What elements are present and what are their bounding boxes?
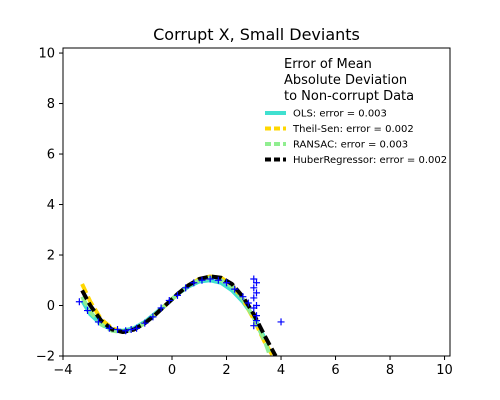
scatter-point — [253, 279, 260, 287]
scatter-point — [253, 289, 260, 297]
scatter-point — [231, 285, 239, 293]
x-axis-ticks: −4 −2 0 2 4 6 8 10 — [53, 356, 453, 378]
scatter-point — [250, 275, 258, 283]
scatter-point — [133, 324, 141, 332]
legend-label-1: Theil-Sen: error = 0.002 — [292, 124, 414, 135]
x-tick-label: 8 — [386, 363, 394, 378]
y-tick-label: −2 — [36, 350, 55, 365]
scatter-point — [250, 322, 258, 330]
scatter-point — [141, 319, 149, 327]
x-tick-label: 0 — [168, 363, 176, 378]
y-tick-label: 4 — [47, 198, 55, 213]
scatter-point — [157, 304, 165, 312]
scatter-point — [250, 294, 258, 302]
legend-label-2: RANSAC: error = 0.003 — [293, 140, 408, 151]
scatter-layer — [75, 275, 285, 335]
y-axis-ticks: −2 0 2 4 6 8 10 — [36, 47, 63, 365]
y-tick-label: 6 — [47, 148, 55, 163]
scatter-point — [173, 291, 181, 299]
legend-title-line-1: Error of Mean — [284, 57, 372, 72]
legend-entries: OLS: error = 0.003 Theil-Sen: error = 0.0… — [265, 109, 447, 166]
x-tick-label: 10 — [436, 363, 453, 378]
scatter-point — [214, 276, 222, 284]
scatter-point — [84, 307, 92, 315]
legend-title-line-2: Absolute Deviation — [284, 73, 407, 88]
legend-label-0: OLS: error = 0.003 — [293, 109, 387, 120]
scatter-point — [165, 296, 173, 304]
scatter-point — [250, 284, 258, 292]
legend: Error of Mean Absolute Deviation to Non-… — [265, 57, 447, 166]
scatter-point — [277, 318, 285, 326]
x-tick-label: −2 — [108, 363, 127, 378]
scatter-point — [253, 317, 260, 325]
chart-title: Corrupt X, Small Deviants — [153, 25, 360, 44]
y-tick-label: 2 — [47, 249, 55, 264]
scatter-point — [239, 293, 247, 301]
scatter-point — [114, 325, 122, 333]
scatter-point — [190, 279, 198, 287]
scatter-point — [127, 325, 135, 333]
y-tick-label: 10 — [38, 47, 55, 62]
y-tick-label: 0 — [47, 299, 55, 314]
scatter-point — [94, 318, 102, 326]
scatter-point — [253, 302, 260, 310]
y-tick-label: 8 — [47, 97, 55, 112]
scatter-point — [223, 279, 231, 287]
scatter-point — [149, 313, 157, 321]
scatter-point — [105, 324, 113, 332]
scatter-point — [75, 298, 83, 306]
scatter-point — [198, 276, 206, 284]
scatter-point — [244, 299, 252, 307]
scatter-point — [122, 327, 130, 335]
x-tick-label: 6 — [331, 363, 339, 378]
legend-title-line-3: to Non-corrupt Data — [284, 89, 414, 104]
x-tick-label: 4 — [277, 363, 285, 378]
x-tick-label: 2 — [222, 363, 230, 378]
legend-label-3: HuberRegressor: error = 0.002 — [293, 155, 447, 166]
scatter-point — [182, 284, 190, 292]
scatter-point — [206, 275, 214, 283]
axes-frame — [62, 47, 451, 357]
x-tick-label: −4 — [53, 363, 72, 378]
